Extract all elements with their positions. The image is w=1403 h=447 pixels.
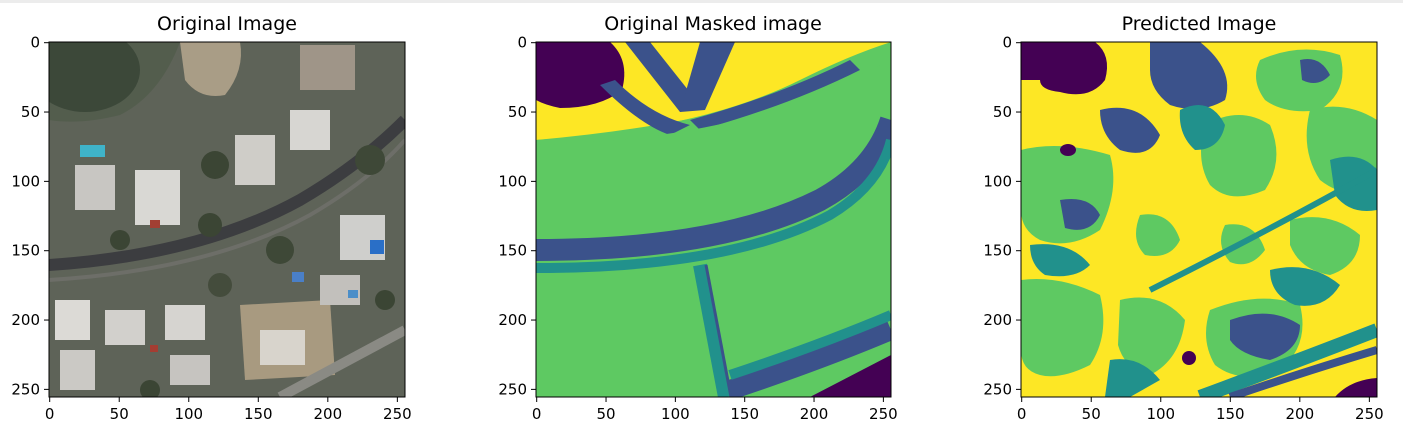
- x-tick-label: 100: [174, 405, 203, 423]
- x-tick-label: 0: [532, 405, 542, 423]
- x-tick-label: 0: [1017, 405, 1027, 423]
- y-tick-label: 200: [11, 311, 40, 329]
- y-tick-label: 150: [983, 242, 1012, 260]
- x-tick-label: 100: [1146, 405, 1175, 423]
- panel-predicted-image: Predicted Image: [1020, 13, 1378, 398]
- x-tick-label: 150: [244, 405, 273, 423]
- x-tick-label: 50: [1082, 405, 1101, 423]
- y-tick-label: 150: [11, 242, 40, 260]
- x-tick-label: 100: [661, 405, 690, 423]
- x-tick-label: 200: [800, 405, 829, 423]
- x-tick-label: 50: [596, 405, 615, 423]
- top-border: [0, 0, 1403, 3]
- y-tick-label: 250: [498, 380, 527, 398]
- x-tick-label: 250: [1355, 405, 1384, 423]
- y-tick-label: 250: [11, 380, 40, 398]
- y-tick-label: 50: [21, 103, 40, 121]
- y-tick-label: 50: [508, 103, 527, 121]
- y-tick-label: 0: [1002, 34, 1012, 52]
- x-tick-label: 150: [1216, 405, 1245, 423]
- axes-frame: [535, 41, 892, 398]
- panel-original-masked-image: Original Masked image: [535, 13, 892, 398]
- y-tick-label: 50: [993, 103, 1012, 121]
- panel-title: Original Masked image: [604, 13, 822, 35]
- panel-title: Predicted Image: [1122, 13, 1277, 35]
- y-tick-label: 0: [517, 34, 527, 52]
- y-tick-label: 250: [983, 380, 1012, 398]
- axes-frame: [48, 41, 406, 398]
- x-tick-label: 150: [730, 405, 759, 423]
- panel-original-image: Original Image: [48, 13, 406, 398]
- y-tick-label: 200: [498, 311, 527, 329]
- y-tick-label: 0: [30, 34, 40, 52]
- panel-title: Original Image: [157, 13, 297, 35]
- x-tick-label: 200: [1286, 405, 1315, 423]
- axis-ticks: 0 50 100 150 200 250 0 50 100 150 200 250 0 50 100 150 2…: [11, 34, 1383, 423]
- axes-frame: [1020, 41, 1378, 398]
- x-tick-label: 250: [869, 405, 898, 423]
- mask-image: [536, 42, 891, 397]
- y-tick-label: 100: [498, 172, 527, 190]
- x-tick-label: 250: [383, 405, 412, 423]
- y-tick-label: 200: [983, 311, 1012, 329]
- y-tick-label: 100: [11, 172, 40, 190]
- y-tick-label: 150: [498, 242, 527, 260]
- satellite-image: [49, 42, 405, 397]
- x-tick-label: 200: [314, 405, 343, 423]
- x-tick-label: 0: [45, 405, 55, 423]
- y-tick-label: 100: [983, 172, 1012, 190]
- prediction-image: [1021, 42, 1377, 397]
- x-tick-label: 50: [110, 405, 129, 423]
